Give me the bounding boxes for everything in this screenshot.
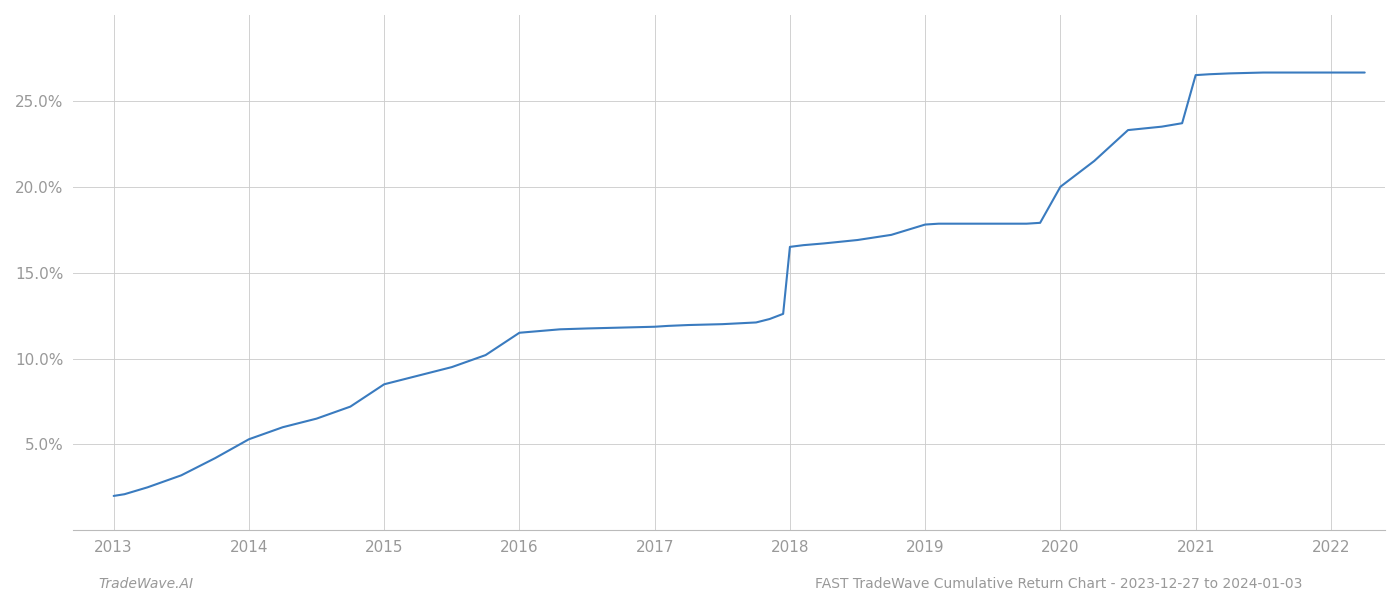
- Text: FAST TradeWave Cumulative Return Chart - 2023-12-27 to 2024-01-03: FAST TradeWave Cumulative Return Chart -…: [815, 577, 1302, 591]
- Text: TradeWave.AI: TradeWave.AI: [98, 577, 193, 591]
